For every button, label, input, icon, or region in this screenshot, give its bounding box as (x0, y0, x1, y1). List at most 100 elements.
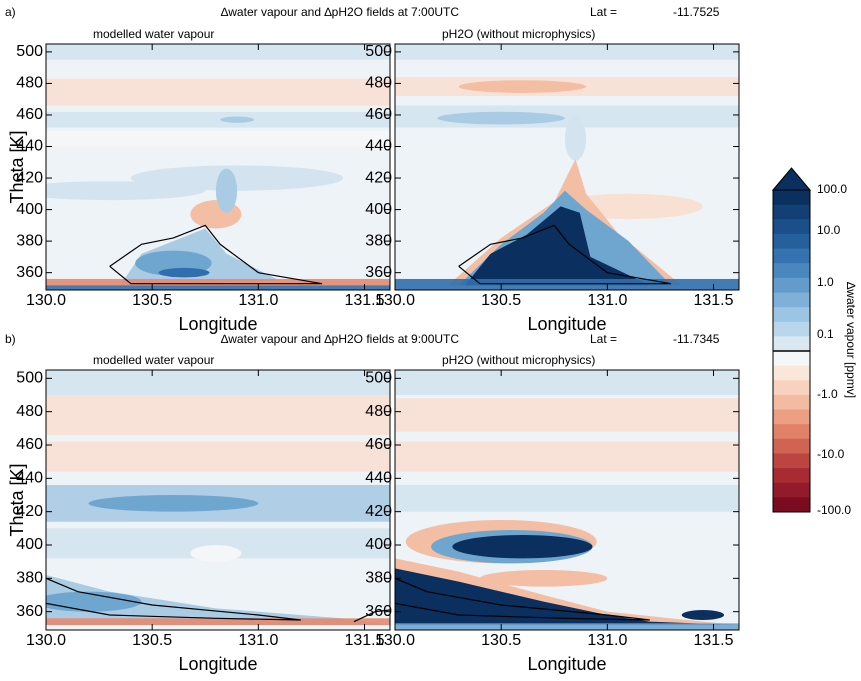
colorbar-swatch (773, 438, 810, 454)
field (395, 370, 739, 630)
field-band (46, 44, 390, 60)
y-tick-label: 400 (365, 536, 392, 553)
plot-frame (394, 43, 740, 291)
colorbar-swatch (773, 248, 810, 264)
y-tick-label: 400 (365, 201, 392, 218)
x-tick-label: 131.0 (238, 292, 278, 309)
x-tick-label: 130.5 (481, 292, 521, 309)
panel-label: b) (5, 332, 16, 346)
field (395, 44, 739, 290)
lat-label: Lat = (590, 5, 617, 19)
field-blob (215, 168, 238, 213)
colorbar-swatch (773, 277, 810, 293)
y-tick-label: 480 (365, 75, 392, 92)
colorbar-swatch (773, 394, 810, 411)
y-axis-label: Theta [K] (7, 463, 27, 536)
lat-value: -11.7345 (673, 332, 720, 346)
x-tick-label: 131.5 (344, 632, 384, 649)
x-tick-label: 131.5 (693, 632, 733, 649)
contour-line (458, 224, 672, 285)
colorbar-swatch (773, 453, 810, 469)
colorbar-swatch (773, 321, 810, 337)
field-blob (395, 568, 739, 625)
x-axis-label: Longitude (178, 654, 257, 674)
colorbar-swatch (773, 307, 810, 323)
x-tick-label: 130.0 (26, 632, 66, 649)
colorbar-swatch (773, 219, 810, 235)
plot-frame (45, 43, 391, 291)
colorbar-swatch (773, 468, 810, 484)
colorbar-swatch (773, 380, 810, 396)
y-tick-label: 500 (365, 43, 392, 60)
y-tick-label: 460 (365, 106, 392, 123)
x-tick-label: 131.0 (238, 632, 278, 649)
y-tick-label: 420 (365, 503, 392, 520)
panel-label: a) (5, 5, 16, 19)
y-tick-label: 420 (16, 169, 43, 186)
y-tick-label: 360 (365, 264, 392, 281)
x-tick-label: 130.5 (132, 632, 172, 649)
y-tick-label: 440 (365, 470, 392, 487)
colorbar-tick-label: 1.0 (817, 275, 834, 289)
y-tick-label: 480 (16, 403, 43, 420)
field-blob (681, 610, 725, 620)
x-tick-label: 130.0 (375, 632, 415, 649)
colorbar-swatch (773, 190, 810, 206)
colorbar-swatch (773, 263, 810, 279)
contour-line (109, 224, 323, 285)
field-blob (479, 570, 608, 587)
colorbar-swatch (773, 497, 810, 513)
field-blob (564, 116, 587, 161)
x-axis-label: Longitude (527, 654, 606, 674)
panel-title: ∆water vapour and ∆pH2O fields at 7:00UT… (221, 5, 459, 19)
x-tick-label: 130.0 (375, 292, 415, 309)
field-blob (458, 80, 587, 93)
y-tick-label: 500 (16, 43, 43, 60)
colorbar-tick-label: 10.0 (817, 223, 841, 237)
x-axis-label: Longitude (178, 314, 257, 334)
x-tick-label: 130.0 (26, 292, 66, 309)
field-blob (158, 267, 210, 278)
field (46, 370, 390, 630)
field-band (395, 278, 739, 290)
field-blob (465, 206, 650, 286)
colorbar-tick-label: -1.0 (817, 387, 838, 401)
y-tick-label: 360 (365, 603, 392, 620)
y-tick-label: 460 (16, 106, 43, 123)
contour-line (46, 577, 301, 621)
contour-line (395, 577, 650, 621)
x-tick-label: 130.5 (481, 632, 521, 649)
y-tick-label: 440 (365, 138, 392, 155)
field-band (46, 78, 390, 106)
y-tick-label: 380 (16, 570, 43, 587)
colorbar-swatch (773, 351, 810, 367)
plot-frame (45, 369, 391, 631)
field-blob (130, 165, 344, 191)
field-band (395, 44, 739, 60)
field-blob (88, 495, 259, 512)
field-band (46, 370, 390, 395)
field-band (46, 618, 390, 625)
field-band (46, 111, 390, 128)
colorbar-tick-label: 0.1 (817, 327, 834, 341)
subplot-title: pH2O (without microphysics) (442, 27, 595, 41)
colorbar-tick-label: -10.0 (817, 447, 845, 461)
x-tick-label: 131.5 (344, 292, 384, 309)
subplot-title: modelled water vapour (93, 27, 214, 41)
field-blob (190, 545, 242, 562)
x-tick-label: 131.0 (587, 632, 627, 649)
colorbar-label: ∆water vapour [ppmv] (844, 282, 858, 398)
field (46, 44, 390, 290)
field-band (395, 370, 739, 395)
y-tick-label: 460 (16, 436, 43, 453)
subplot-title: pH2O (without microphysics) (442, 353, 595, 367)
colorbar-arrow (771, 167, 812, 191)
colorbar-swatch (773, 424, 810, 440)
field-band (395, 398, 739, 432)
field-blob (220, 116, 255, 123)
y-tick-label: 440 (16, 470, 43, 487)
field-blob (437, 111, 565, 125)
y-tick-label: 440 (16, 138, 43, 155)
plot-frame (394, 369, 740, 631)
